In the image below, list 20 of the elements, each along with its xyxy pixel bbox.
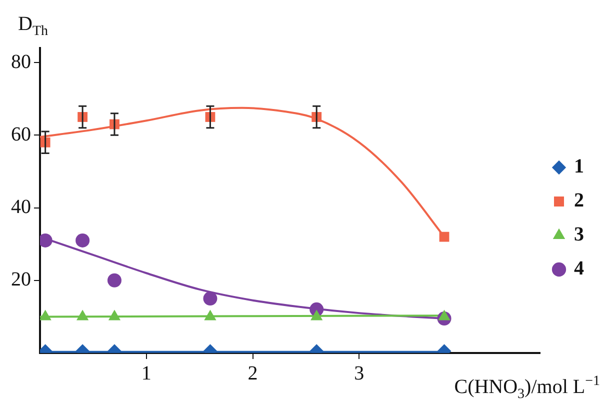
- point: [76, 310, 89, 320]
- point: [204, 310, 216, 320]
- legend-label: 2: [574, 190, 584, 212]
- y-tick-label: 60: [11, 123, 31, 146]
- legend-label: 3: [574, 224, 584, 246]
- legend-label: 1: [574, 156, 584, 178]
- y-tick-label: 20: [11, 268, 31, 291]
- point: [439, 232, 450, 242]
- x-tick-label: 2: [248, 362, 258, 384]
- point: [438, 310, 450, 320]
- point: [107, 273, 122, 288]
- x-tick-label: 3: [354, 362, 364, 384]
- y-tick-label: 80: [11, 50, 31, 73]
- legend-label: 4: [574, 258, 584, 280]
- point: [76, 233, 90, 248]
- y-tick-label: 40: [11, 196, 31, 218]
- point: [108, 310, 121, 320]
- point: [40, 310, 52, 320]
- point: [310, 310, 323, 320]
- x-tick-label: 1: [141, 362, 152, 384]
